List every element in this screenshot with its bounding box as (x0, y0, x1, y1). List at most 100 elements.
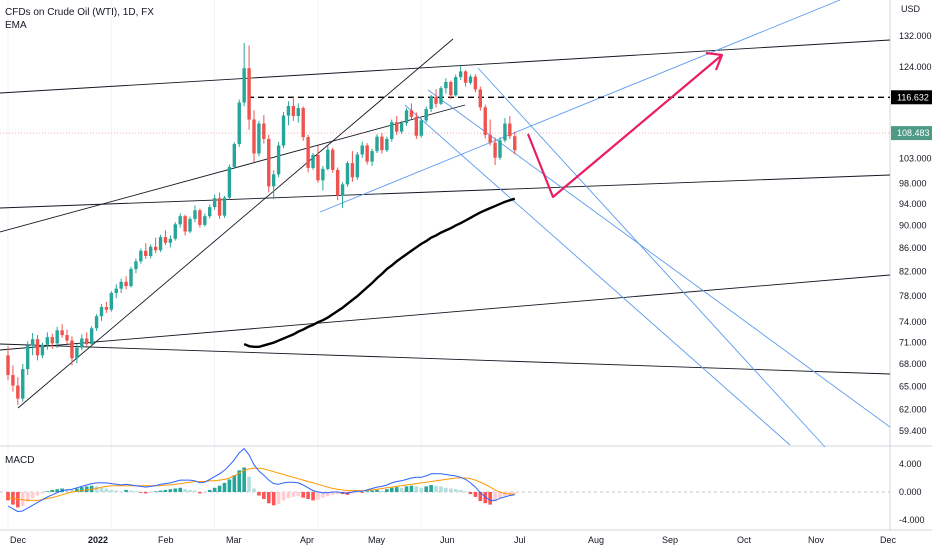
symbol-legend[interactable]: CFDs on Crude Oil (WTI), 1D, FX (5, 7, 154, 18)
macd-histogram-bar (424, 486, 428, 492)
time-tick-label: 2022 (88, 535, 108, 545)
price-tick-label: 132.000 (899, 31, 932, 41)
macd-histogram-bar (335, 492, 340, 495)
time-tick-label: Dec (10, 535, 27, 545)
candle-body (158, 237, 163, 251)
candle-body (316, 154, 320, 181)
candle-body (409, 110, 414, 117)
candle-body (478, 89, 483, 108)
macd-legend[interactable]: MACD (5, 455, 35, 466)
ema-legend[interactable]: EMA (5, 20, 27, 31)
macd-tick-label: 0.000 (899, 487, 922, 497)
macd-histogram-bar (365, 491, 369, 493)
macd-histogram-bar (257, 492, 261, 496)
macd-histogram-bar (203, 492, 207, 493)
macd-histogram-bar (330, 492, 335, 495)
candle-body (321, 168, 325, 181)
candle-body (286, 105, 291, 116)
macd-histogram-bar (512, 492, 517, 494)
candle-body (55, 330, 59, 344)
candle-body (168, 238, 173, 243)
candle-body (345, 163, 350, 185)
macd-histogram-bar (16, 492, 20, 508)
candle-body (99, 307, 104, 317)
time-tick-label: May (368, 535, 386, 545)
level-price-label: 116.632 (897, 92, 929, 102)
candle-body (439, 88, 443, 104)
macd-histogram-bar (385, 489, 389, 492)
candle-body (399, 123, 404, 132)
macd-histogram-bar (350, 492, 355, 494)
candle-body (331, 149, 335, 170)
time-tick-label: Oct (737, 535, 752, 545)
macd-histogram-bar (84, 486, 89, 492)
time-tick-label: Jun (440, 535, 455, 545)
candle-body (89, 328, 94, 345)
price-axis: USD 132.000 124.000 116.632 108.483 103.000 98… (891, 4, 932, 436)
macd-histogram-bar (291, 492, 296, 497)
macd-histogram-bar (153, 491, 158, 493)
macd-histogram-bar (296, 492, 301, 497)
candle-body (94, 316, 99, 329)
candle-body (463, 71, 468, 83)
macd-histogram-bar (375, 489, 379, 492)
macd-histogram-bar (468, 492, 473, 495)
candle-body (144, 250, 148, 257)
candle-body (262, 123, 266, 139)
macd-signal-line (7, 467, 515, 501)
price-tick-label: 74.000 (899, 317, 927, 327)
candle-body (75, 347, 79, 359)
candle-body (119, 281, 123, 289)
macd-histogram-bar (262, 492, 266, 499)
macd-histogram-bar (355, 492, 360, 493)
candle-body (104, 307, 109, 310)
price-tick-label: 82.000 (899, 266, 927, 276)
time-axis: Dec 2022 Feb Mar Apr May Jun Jul Aug Sep Oct Nov Dec (10, 535, 897, 545)
macd-histogram-bar (158, 490, 163, 492)
macd-histogram-bar (222, 482, 227, 492)
candle-body (247, 68, 251, 120)
candle-body (183, 216, 187, 232)
macd-histogram-bar (498, 492, 502, 499)
macd-histogram-bar (508, 492, 512, 495)
price-tick-label: 103.000 (899, 154, 932, 164)
price-tick-label: 59.400 (899, 426, 927, 436)
macd-histogram-bar (173, 488, 178, 492)
candle-body (35, 339, 40, 356)
candle-body (419, 120, 423, 136)
candle-body (385, 138, 389, 151)
candle-body (380, 136, 384, 151)
macd-histogram-bar (399, 487, 404, 492)
trendline (0, 104, 466, 233)
macd-histogram-bar (478, 492, 483, 502)
candle-body (227, 166, 232, 198)
candle-body (65, 335, 69, 341)
candle-body (203, 216, 207, 225)
macd-histogram-bar (45, 491, 50, 493)
candle-body (198, 210, 202, 225)
macd-line (7, 447, 515, 513)
price-axis-currency: USD (901, 4, 921, 14)
candle-body (80, 338, 84, 348)
macd-histogram-bar (40, 492, 45, 494)
macd-histogram-bar (35, 492, 40, 496)
macd-histogram-bar (193, 490, 197, 492)
macd-histogram-bar (124, 489, 128, 492)
macd-histogram-bar (380, 490, 384, 492)
candle-body (242, 68, 246, 103)
macd-histogram-bar (389, 487, 394, 492)
macd-histogram-bar (252, 488, 256, 492)
time-tick-label: Nov (808, 535, 825, 545)
trendline (17, 38, 454, 409)
macd-histogram-bar (99, 487, 104, 492)
candle-body (493, 142, 497, 158)
candle-body (208, 207, 212, 217)
macd-axis: 4.000 0.000 -4.000 (899, 459, 925, 525)
candle-body (350, 163, 355, 178)
candle-body (424, 109, 428, 121)
candle-body (60, 330, 64, 336)
macd-histogram-bar (168, 489, 173, 492)
macd-histogram-bar (94, 486, 99, 492)
